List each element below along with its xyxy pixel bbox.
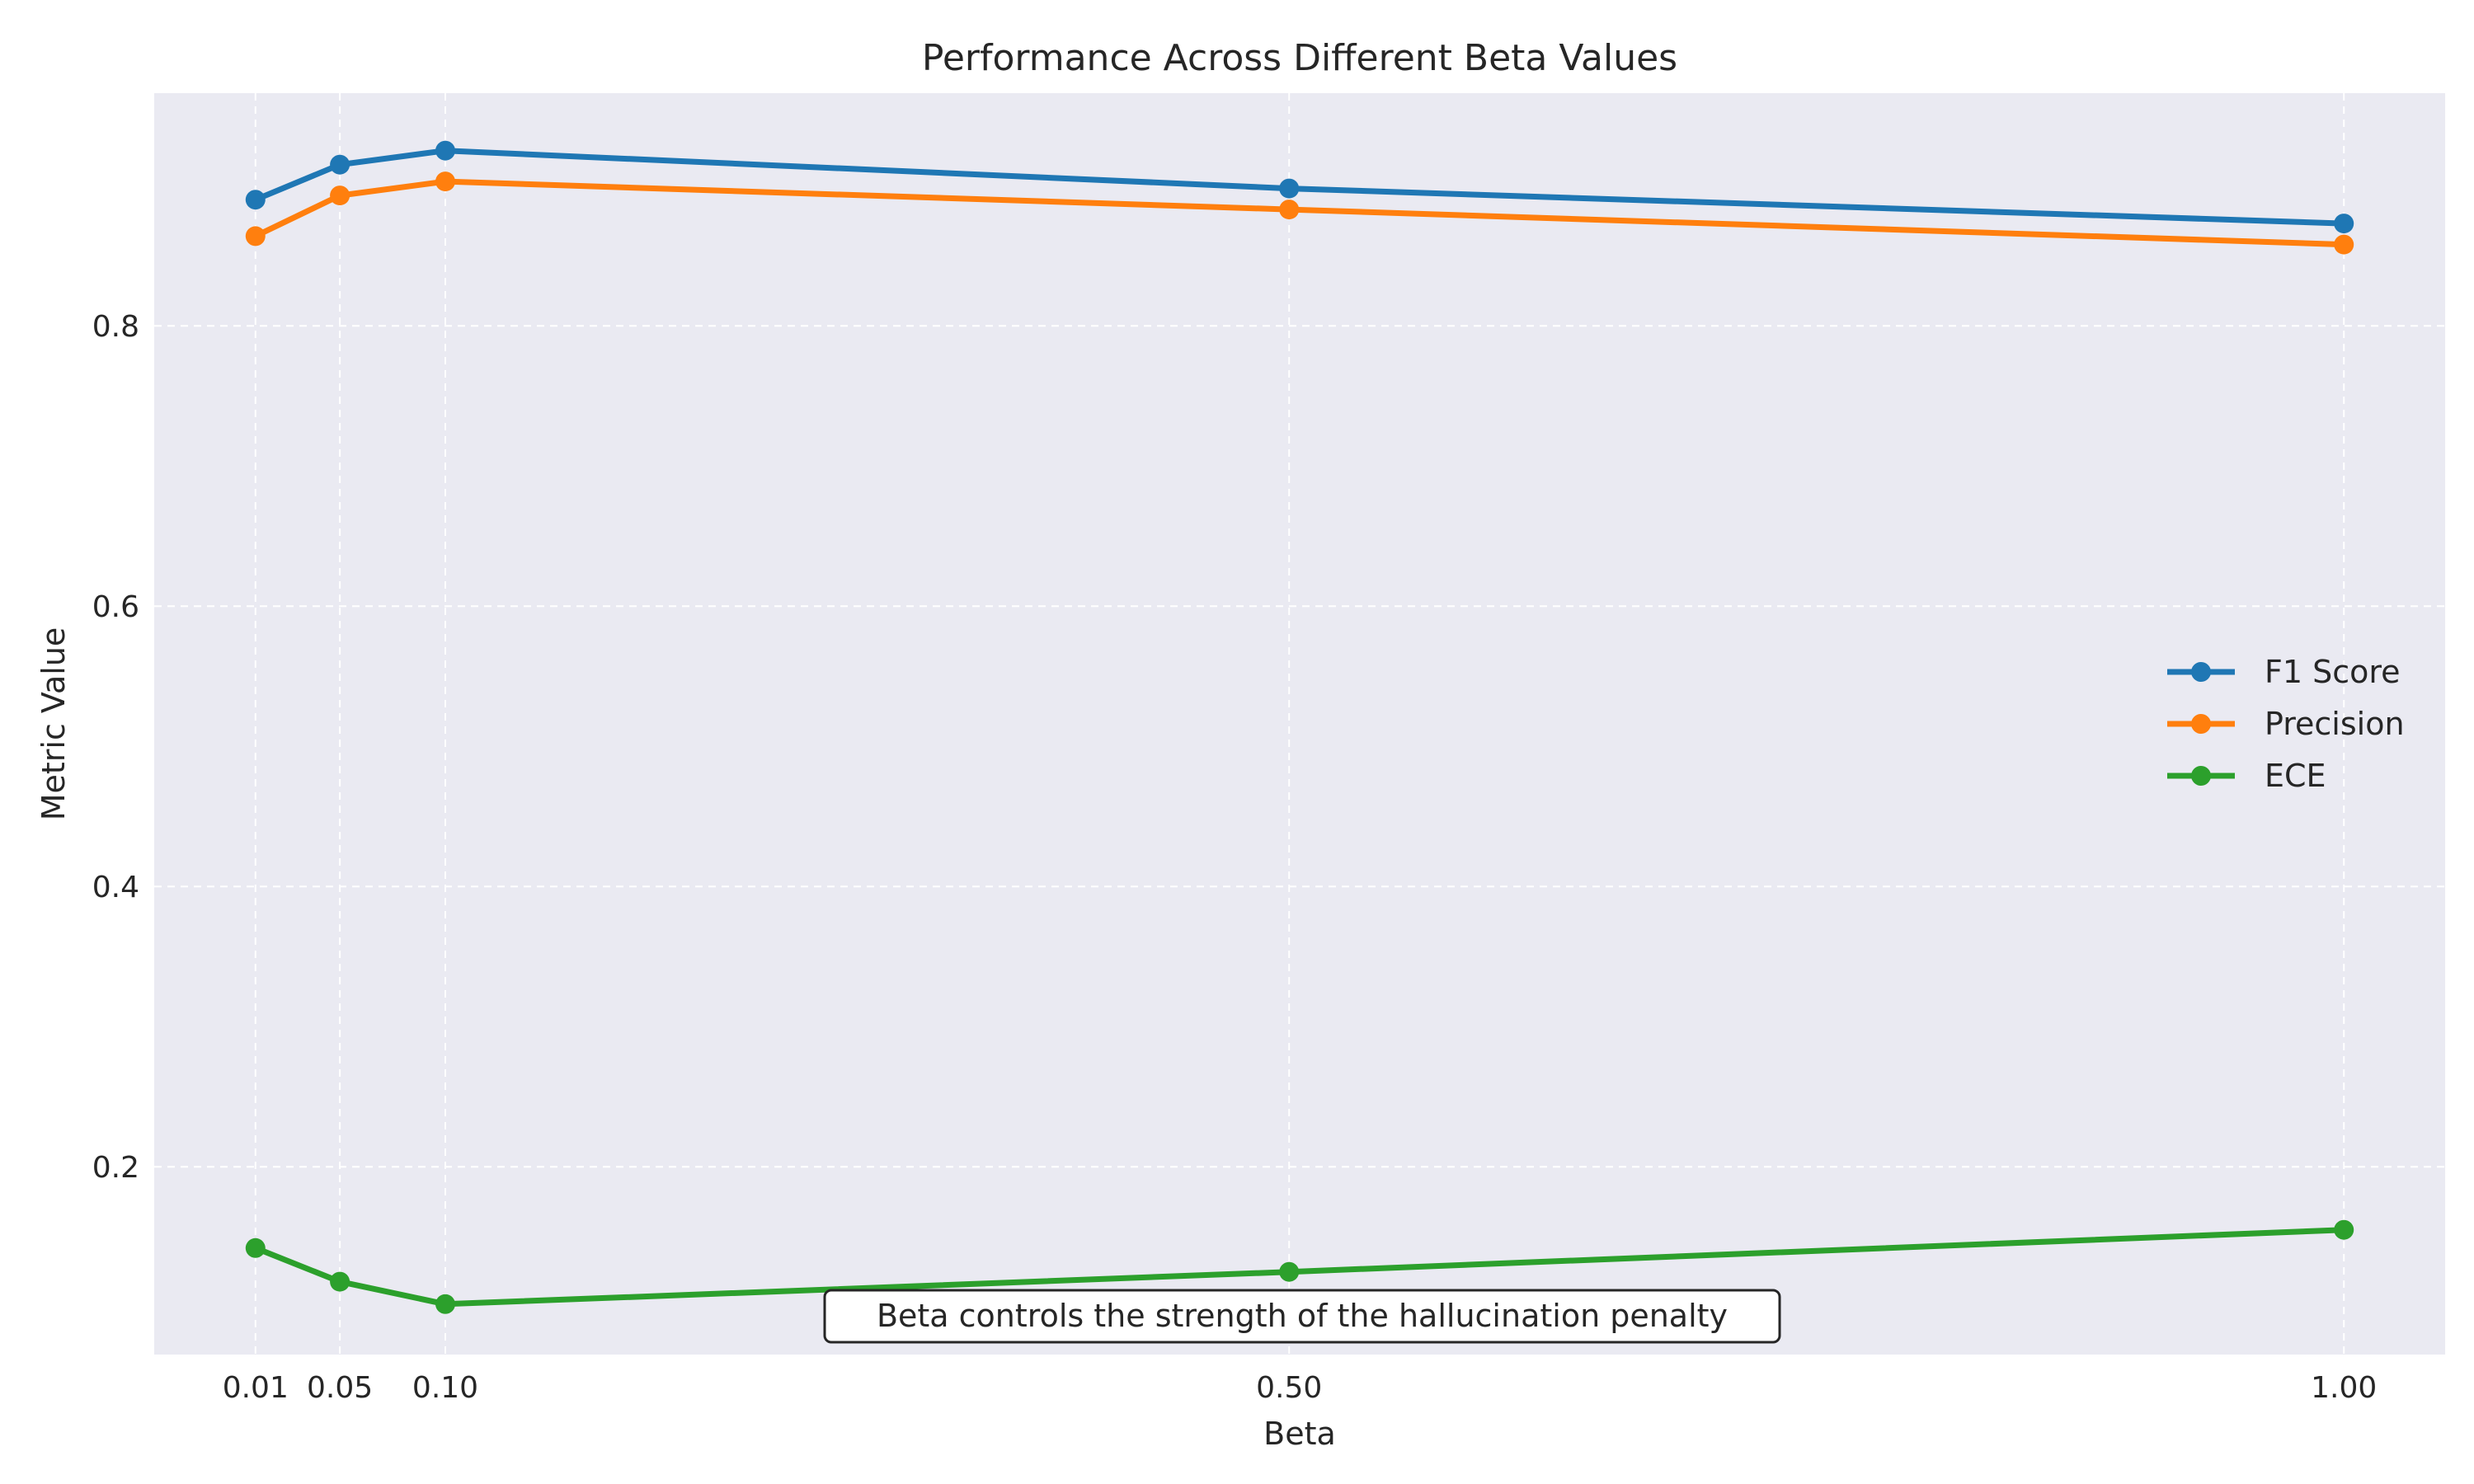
- data-point-precision: [435, 171, 456, 192]
- x-tick-label: 0.50: [1256, 1371, 1322, 1405]
- x-tick-label: 1.00: [2311, 1371, 2377, 1405]
- data-point-ece: [2334, 1219, 2354, 1240]
- legend-entry-f1-score: F1 Score: [2167, 654, 2401, 690]
- legend-entry-ece: ECE: [2167, 758, 2326, 794]
- data-point-f1-score: [2334, 214, 2354, 234]
- annotation-box: Beta controls the strength of the halluc…: [823, 1289, 1781, 1344]
- legend-marker: [2191, 714, 2211, 734]
- y-tick-label: 0.6: [92, 590, 139, 624]
- series-precision: [245, 171, 2354, 255]
- legend-marker: [2191, 766, 2211, 786]
- data-point-f1-score: [245, 190, 266, 210]
- data-point-ece: [1279, 1261, 1300, 1282]
- y-tick-label: 0.4: [92, 871, 139, 904]
- data-point-f1-score: [1279, 178, 1300, 199]
- data-point-f1-score: [330, 154, 350, 175]
- y-tick-label: 0.2: [92, 1151, 139, 1185]
- chart-title: Performance Across Different Beta Values: [922, 37, 1677, 79]
- ticks: 0.01 0.05 0.10 0.50 1.00 0.2 0.4 0.6 0.8: [92, 310, 2378, 1405]
- series-layer: [245, 140, 2354, 1314]
- data-point-ece: [435, 1294, 456, 1314]
- data-point-precision: [1279, 200, 1300, 220]
- data-point-precision: [245, 226, 266, 247]
- data-point-ece: [245, 1237, 266, 1258]
- x-tick-label: 0.05: [307, 1371, 373, 1405]
- y-tick-label: 0.8: [92, 310, 139, 344]
- legend-marker: [2191, 662, 2211, 682]
- legend: F1 Score Precision ECE: [2167, 654, 2405, 794]
- annotation-frame: [823, 1289, 1781, 1344]
- y-axis-label: Metric Value: [35, 627, 72, 821]
- x-tick-label: 0.01: [223, 1371, 289, 1405]
- data-point-ece: [330, 1271, 350, 1292]
- x-tick-label: 0.10: [412, 1371, 478, 1405]
- annotation-text: Beta controls the strength of the halluc…: [877, 1298, 1728, 1334]
- legend-label: F1 Score: [2265, 654, 2401, 690]
- x-axis-label: Beta: [1263, 1416, 1336, 1452]
- series-ece: [245, 1219, 2354, 1314]
- data-point-precision: [2334, 234, 2354, 255]
- legend-label: Precision: [2265, 706, 2405, 742]
- series-f1-score: [245, 140, 2354, 234]
- legend-label: ECE: [2265, 758, 2326, 794]
- legend-entry-precision: Precision: [2167, 706, 2405, 742]
- data-point-f1-score: [435, 140, 456, 161]
- plot-background: [154, 93, 2445, 1355]
- data-point-precision: [330, 186, 350, 206]
